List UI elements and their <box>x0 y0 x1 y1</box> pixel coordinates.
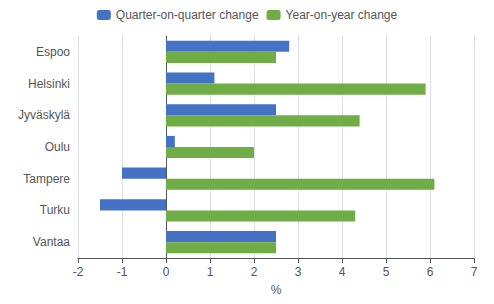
svg-text:6: 6 <box>427 265 434 279</box>
svg-text:7: 7 <box>471 265 478 279</box>
svg-text:1: 1 <box>207 265 214 279</box>
svg-text:%: % <box>271 283 282 297</box>
svg-text:2: 2 <box>251 265 258 279</box>
svg-text:Oulu: Oulu <box>45 140 70 154</box>
svg-text:Turku: Turku <box>40 203 70 217</box>
svg-text:Jyväskylä: Jyväskylä <box>18 108 70 122</box>
svg-text:4: 4 <box>339 265 346 279</box>
svg-text:Helsinki: Helsinki <box>28 77 70 91</box>
svg-text:Year-on-year change: Year-on-year change <box>286 8 398 22</box>
svg-text:Tampere: Tampere <box>23 172 70 186</box>
svg-text:Quarter-on-quarter change: Quarter-on-quarter change <box>116 8 259 22</box>
svg-text:-2: -2 <box>73 265 84 279</box>
svg-text:5: 5 <box>383 265 390 279</box>
svg-text:Vantaa: Vantaa <box>33 235 70 249</box>
svg-text:-1: -1 <box>117 265 128 279</box>
svg-text:0: 0 <box>163 265 170 279</box>
svg-text:Espoo: Espoo <box>36 45 70 59</box>
svg-text:3: 3 <box>295 265 302 279</box>
